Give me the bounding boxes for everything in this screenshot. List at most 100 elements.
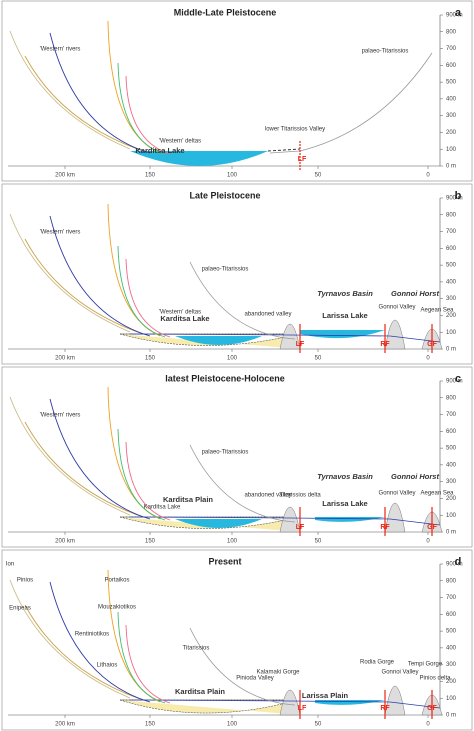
river-profile: [49, 32, 151, 154]
y-tick-label: 400: [446, 645, 457, 651]
river-profile: [107, 203, 161, 337]
y-tick-label: 100: [446, 330, 457, 336]
annotation: Pinios: [17, 578, 33, 584]
annotation: Rentiniotikos: [75, 632, 109, 638]
annotation: Kalamaki Gorge: [256, 670, 300, 676]
river-profile: [9, 579, 131, 699]
x-tick-label: 100: [227, 173, 238, 179]
x-tick-label: 100: [227, 356, 238, 362]
annotation: Pinioda Valley: [236, 676, 274, 682]
y-tick-label: 700: [446, 595, 457, 601]
annotation: abandoned valley: [244, 493, 291, 499]
annotation: lower Titarissios Valley: [265, 127, 325, 133]
river-profile: [107, 386, 161, 520]
annotation: RF: [380, 341, 390, 348]
annotation: Aegean Sea: [420, 491, 454, 497]
x-tick-label: 200 km: [55, 356, 75, 362]
annotation: LF: [298, 705, 307, 712]
river-profile: [9, 396, 131, 516]
annotation: Gonnoi Valley: [379, 305, 416, 311]
y-tick-label: 900 m: [446, 13, 463, 19]
x-tick-label: 0: [426, 173, 430, 179]
y-tick-label: 100: [446, 147, 457, 153]
x-tick-label: 0: [426, 356, 430, 362]
panel-frame: [1, 183, 473, 365]
annotation: Larissa Lake: [322, 499, 367, 508]
panel-letter: b: [455, 190, 462, 202]
y-tick-label: 600: [446, 429, 457, 435]
annotation: Tyrnavos Basin: [317, 289, 373, 298]
titarissios-profile: [269, 52, 433, 154]
panel-letter: a: [455, 7, 462, 19]
titarissios-profile: [189, 627, 296, 706]
annotation: Karditsa Lake: [135, 146, 184, 155]
y-tick-label: 200: [446, 679, 457, 685]
annotation: palaeo-Titarissios: [202, 450, 249, 456]
y-tick-label: 400: [446, 96, 457, 102]
x-tick-label: 50: [315, 356, 322, 362]
x-tick-label: 50: [315, 173, 322, 179]
panel-letter: c: [455, 373, 461, 385]
annotation: Larissa Lake: [322, 311, 367, 320]
horst: [384, 502, 406, 533]
x-tick-label: 200 km: [55, 173, 75, 179]
annotation: Karditsa Plain: [163, 495, 213, 504]
river-profile: [107, 20, 161, 154]
river-profile: [125, 441, 171, 521]
annotation: Enipeas: [9, 606, 31, 612]
annotation: Larissa Plain: [302, 691, 349, 700]
river-profile: [9, 30, 131, 150]
river-profile: [49, 581, 151, 703]
y-tick-label: 400: [446, 279, 457, 285]
y-tick-label: 0 m: [446, 347, 456, 353]
sediment: [119, 699, 301, 715]
y-tick-label: 100: [446, 513, 457, 519]
lake: [130, 151, 268, 166]
river-profile: [125, 258, 171, 338]
river-profile: [24, 604, 141, 700]
x-tick-label: 150: [145, 722, 156, 728]
annotation: RF: [380, 524, 390, 531]
y-tick-label: 100: [446, 696, 457, 702]
y-tick-label: 800: [446, 395, 457, 401]
y-tick-label: 300: [446, 662, 457, 668]
x-tick-label: 100: [227, 722, 238, 728]
river-profile: [117, 611, 166, 704]
annotation: Karditsa Plain: [175, 687, 225, 696]
y-tick-label: 700: [446, 229, 457, 235]
y-tick-label: 700: [446, 46, 457, 52]
lake: [175, 519, 262, 528]
panel-title: latest Pleistocene-Holocene: [165, 373, 285, 383]
annotation: RF: [380, 705, 390, 712]
annotation: 'Western' deltas: [159, 310, 201, 316]
annotation: 'Western' rivers: [40, 47, 81, 53]
panel-title: Late Pleistocene: [189, 190, 260, 200]
y-tick-label: 500: [446, 446, 457, 452]
titarissios-profile: [189, 261, 296, 340]
x-tick-label: 150: [145, 173, 156, 179]
y-tick-label: 300: [446, 479, 457, 485]
x-tick-label: 150: [145, 356, 156, 362]
y-tick-label: 0 m: [446, 530, 456, 536]
x-tick-label: 50: [315, 539, 322, 545]
river-profile: [24, 421, 141, 517]
panel-frame: [1, 0, 473, 182]
annotation: Gonnoi Valley: [382, 670, 419, 676]
x-tick-label: 0: [426, 539, 430, 545]
panel-title: Present: [208, 556, 241, 566]
lake: [315, 517, 385, 522]
x-tick-label: 0: [426, 722, 430, 728]
y-tick-label: 900 m: [446, 562, 463, 568]
river-profile: [107, 569, 161, 703]
annotation: Karditsa Lake: [144, 505, 181, 511]
y-tick-label: 200: [446, 130, 457, 136]
river-profile: [117, 245, 166, 338]
river-profile: [125, 75, 171, 155]
panel-frame: [1, 366, 473, 548]
lake: [175, 336, 262, 345]
annotation: Mouzakiotikos: [98, 605, 136, 611]
y-tick-label: 900 m: [446, 379, 463, 385]
annotation: palaeo-Titarissios: [202, 267, 249, 273]
river-profile: [24, 238, 141, 334]
